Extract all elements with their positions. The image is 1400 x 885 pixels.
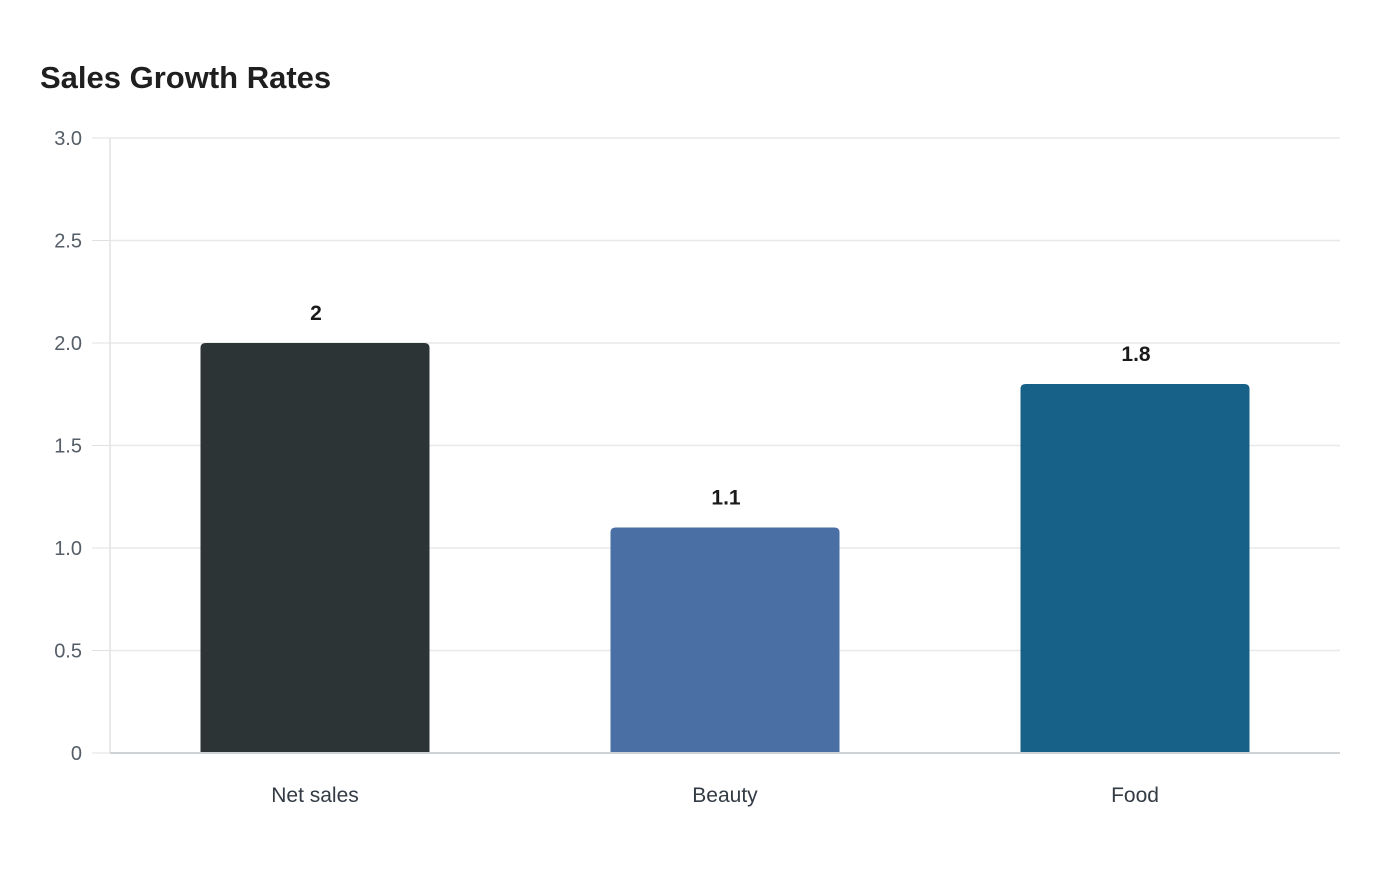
x-tick-label: Food — [1111, 784, 1159, 807]
y-tick-label: 2.0 — [54, 333, 82, 355]
y-tick-label: 0 — [71, 743, 82, 765]
bars — [200, 343, 1250, 753]
data-label: 2 — [310, 302, 322, 325]
x-tick-label: Net sales — [271, 784, 359, 807]
y-tick-label: 0.5 — [54, 641, 82, 663]
y-tick-label: 1.5 — [54, 436, 82, 458]
chart-title: Sales Growth Rates — [40, 60, 332, 95]
axes: 0 0.5 1.0 1.5 2.0 2.5 3.0 — [54, 128, 111, 765]
y-tick-label: 3.0 — [54, 128, 82, 150]
bar-food — [1020, 384, 1250, 753]
data-label: 1.1 — [711, 487, 741, 510]
data-label: 1.8 — [1121, 343, 1151, 366]
bar-beauty — [610, 527, 840, 753]
y-tick-label: 2.5 — [54, 231, 82, 253]
bar-net-sales — [200, 343, 430, 753]
x-tick-label: Beauty — [692, 784, 758, 807]
y-tick-label: 1.0 — [54, 538, 82, 560]
labels: 2 Net sales 1.1 Beauty 1.8 Food — [110, 302, 1340, 807]
